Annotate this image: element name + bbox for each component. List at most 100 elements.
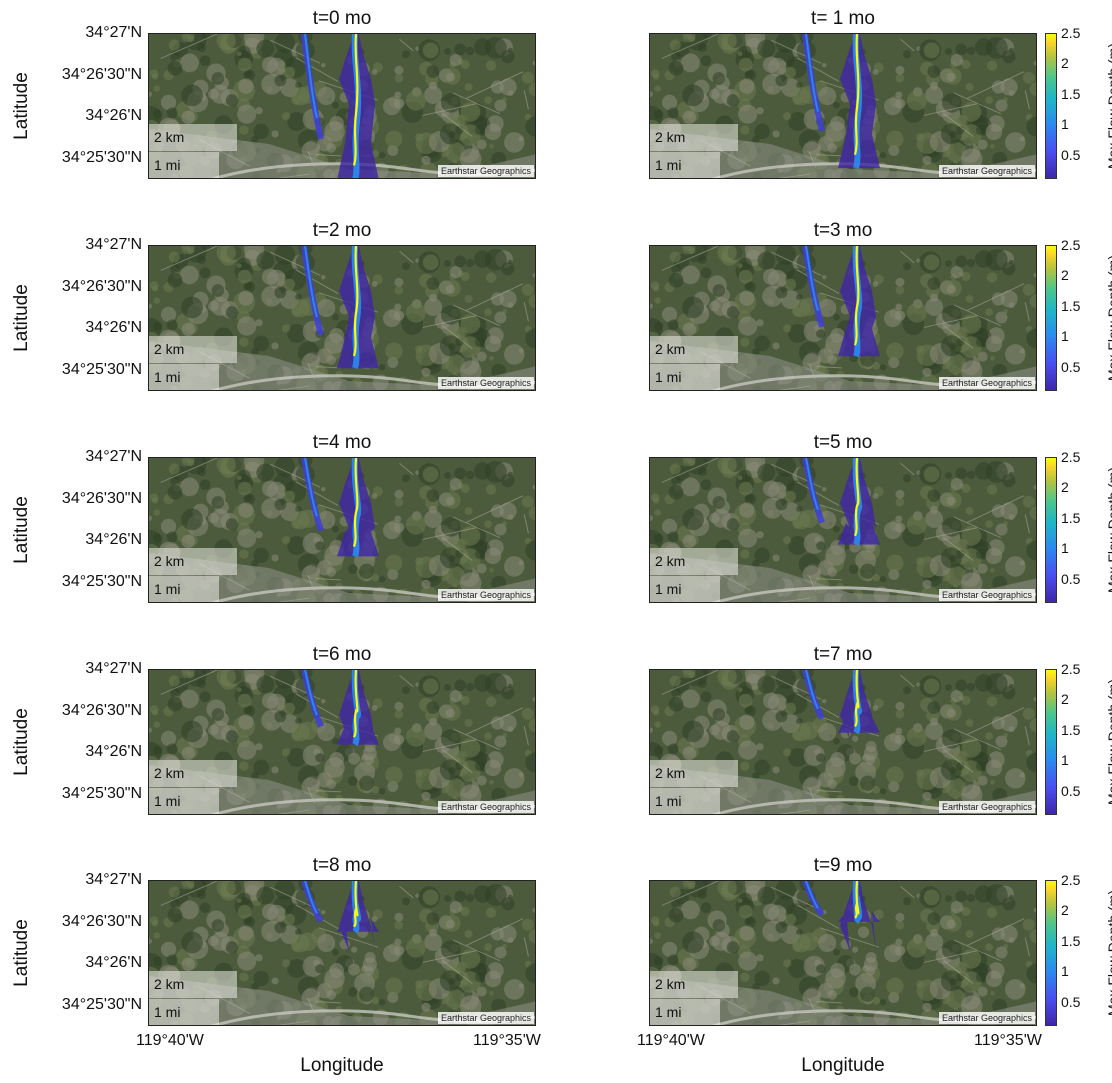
panel-title: t=8 mo — [312, 855, 372, 876]
scale-bar-mi: 1 mi — [650, 788, 720, 814]
scale-bar-mi: 1 mi — [149, 999, 219, 1025]
colorbar-tick-label: 2 — [1061, 902, 1069, 919]
colorbar — [1045, 457, 1057, 603]
panel-title: t=3 mo — [813, 220, 873, 241]
scale-mi-label: 1 mi — [154, 157, 181, 173]
scale-bar-mi: 1 mi — [650, 364, 720, 390]
colorbar — [1045, 880, 1057, 1026]
map-panel[interactable]: 2 km 1 mi Earthstar Geographics — [148, 457, 536, 603]
attribution-label: Earthstar Geographics — [437, 589, 534, 601]
colorbar-tick-label: 1.5 — [1061, 85, 1081, 102]
scale-km-label: 2 km — [655, 553, 686, 569]
longitude-axis-label: Longitude — [300, 1055, 384, 1076]
attribution-label: Earthstar Geographics — [437, 377, 534, 389]
latitude-tick-label: 34°27'N — [85, 660, 142, 677]
colorbar-tick-label: 2.5 — [1061, 872, 1081, 888]
colorbar-tick-label: 1 — [1061, 963, 1069, 980]
panel-title: t=6 mo — [312, 644, 372, 665]
colorbar-tick-label: 1.5 — [1061, 721, 1081, 738]
scale-bar-mi: 1 mi — [650, 576, 720, 602]
flow-channel-deep — [352, 458, 359, 547]
scale-mi-label: 1 mi — [655, 793, 682, 809]
latitude-tick-label: 34°26'N — [85, 107, 142, 124]
scale-mi-label: 1 mi — [154, 369, 181, 385]
scale-km-label: 2 km — [655, 129, 686, 145]
scale-km-label: 2 km — [154, 341, 185, 357]
colorbar-tick-label: 1.5 — [1061, 509, 1081, 526]
colorbar-label: Max Flow Depth (m) — [1105, 889, 1112, 1017]
colorbar-tick-label: 2.5 — [1061, 237, 1081, 253]
latitude-tick-label: 34°27'N — [85, 236, 142, 253]
colorbar-tick-label: 0.5 — [1061, 570, 1081, 587]
satellite-basemap — [149, 881, 535, 1025]
colorbar-tick-label: 0.5 — [1061, 358, 1081, 375]
scale-bar-mi: 1 mi — [149, 576, 219, 602]
colorbar-label: Max Flow Depth (m) — [1105, 678, 1112, 806]
map-panel[interactable]: 2 km 1 mi Earthstar Geographics — [649, 33, 1037, 179]
map-panel[interactable]: 2 km 1 mi Earthstar Geographics — [649, 457, 1037, 603]
scale-bar-mi: 1 mi — [149, 364, 219, 390]
latitude-tick-label: 34°27'N — [85, 871, 142, 888]
attribution-label: Earthstar Geographics — [938, 801, 1035, 813]
scale-bar-km: 2 km — [149, 971, 237, 998]
latitude-tick-label: 34°26'30"N — [61, 66, 142, 83]
colorbar-tick-label: 1 — [1061, 752, 1069, 769]
latitude-axis-label: Latitude — [11, 919, 32, 987]
scale-km-label: 2 km — [154, 553, 185, 569]
latitude-axis-label: Latitude — [11, 284, 32, 352]
latitude-tick-label: 34°27'N — [85, 448, 142, 465]
colorbar-tick-label: 1 — [1061, 328, 1069, 345]
map-panel[interactable]: 2 km 1 mi Earthstar Geographics — [649, 245, 1037, 391]
scale-mi-label: 1 mi — [154, 581, 181, 597]
flow-channel-deep — [352, 670, 359, 738]
scale-km-label: 2 km — [154, 129, 185, 145]
flow-channel-deep — [352, 34, 359, 166]
colorbar-tick-label: 0.5 — [1061, 993, 1081, 1010]
scale-km-label: 2 km — [154, 976, 185, 992]
latitude-tick-label: 34°26'30"N — [61, 490, 142, 507]
map-panel[interactable]: 2 km 1 mi Earthstar Geographics — [649, 880, 1037, 1026]
map-panel[interactable]: 2 km 1 mi Earthstar Geographics — [148, 669, 536, 815]
colorbar-tick-label: 2 — [1061, 55, 1069, 72]
map-panel[interactable]: 2 km 1 mi Earthstar Geographics — [148, 245, 536, 391]
attribution-label: Earthstar Geographics — [437, 1012, 534, 1024]
scale-bar-km: 2 km — [650, 548, 738, 575]
colorbar-tick-label: 2 — [1061, 267, 1069, 284]
scale-km-label: 2 km — [154, 765, 185, 781]
latitude-tick-label: 34°25'30"N — [61, 573, 142, 590]
colorbar-tick-label: 2.5 — [1061, 449, 1081, 465]
attribution-label: Earthstar Geographics — [938, 377, 1035, 389]
colorbar-tick-label: 1 — [1061, 116, 1069, 133]
map-panel[interactable]: 2 km 1 mi Earthstar Geographics — [148, 33, 536, 179]
panel-title: t=5 mo — [813, 432, 873, 453]
latitude-tick-label: 34°27'N — [85, 24, 142, 41]
satellite-basemap — [650, 670, 1036, 814]
satellite-basemap — [149, 670, 535, 814]
attribution-label: Earthstar Geographics — [938, 165, 1035, 177]
longitude-tick-label: 119°40'W — [136, 1032, 204, 1049]
latitude-tick-label: 34°26'N — [85, 743, 142, 760]
colorbar-label: Max Flow Depth (m) — [1105, 466, 1112, 594]
scale-mi-label: 1 mi — [655, 1004, 682, 1020]
attribution-label: Earthstar Geographics — [938, 589, 1035, 601]
latitude-tick-label: 34°26'30"N — [61, 278, 142, 295]
map-panel[interactable]: 2 km 1 mi Earthstar Geographics — [148, 880, 536, 1026]
map-panel[interactable]: 2 km 1 mi Earthstar Geographics — [649, 669, 1037, 815]
colorbar-tick-label: 0.5 — [1061, 146, 1081, 163]
colorbar-tick-label: 2.5 — [1061, 25, 1081, 41]
latitude-tick-label: 34°25'30"N — [61, 785, 142, 802]
satellite-basemap — [650, 458, 1036, 602]
colorbar-tick-label: 1.5 — [1061, 932, 1081, 949]
scale-km-label: 2 km — [655, 341, 686, 357]
scale-bar-km: 2 km — [149, 336, 237, 363]
latitude-tick-label: 34°26'30"N — [61, 702, 142, 719]
scale-km-label: 2 km — [655, 976, 686, 992]
flow-channel-deep — [853, 458, 860, 537]
colorbar-tick-label: 1.5 — [1061, 297, 1081, 314]
attribution-label: Earthstar Geographics — [938, 1012, 1035, 1024]
longitude-axis-label: Longitude — [801, 1055, 885, 1076]
colorbar-tick-label: 2 — [1061, 691, 1069, 708]
colorbar — [1045, 245, 1057, 391]
scale-bar-mi: 1 mi — [650, 152, 720, 178]
colorbar-tick-label: 2 — [1061, 479, 1069, 496]
